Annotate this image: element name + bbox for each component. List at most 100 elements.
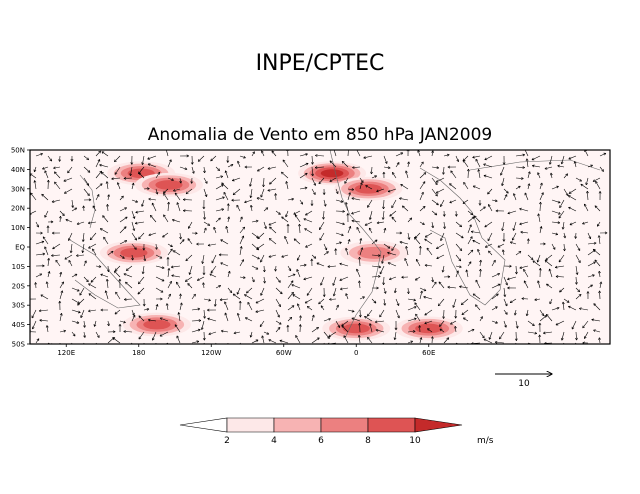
wind-vector — [598, 290, 602, 300]
wind-vector — [292, 294, 301, 300]
colorbar: 2 4 6 8 10 — [179, 417, 463, 446]
wind-vector — [563, 243, 566, 252]
wind-vector — [503, 264, 512, 268]
wind-vector — [392, 172, 397, 179]
wind-vector — [231, 177, 241, 182]
wind-vector — [131, 243, 137, 250]
wind-vector — [239, 216, 243, 223]
wind-vector — [143, 307, 150, 311]
y-tick-label: 50N — [11, 147, 25, 155]
wind-vector — [315, 154, 325, 157]
wind-vector — [293, 238, 301, 245]
wind-vector — [461, 309, 469, 315]
wind-vector — [90, 276, 97, 283]
wind-vector — [599, 231, 608, 235]
wind-vector — [220, 329, 229, 333]
wind-vector — [514, 331, 518, 341]
wind-vector — [167, 248, 173, 256]
wind-vector — [249, 177, 253, 187]
wind-vector — [551, 232, 559, 236]
wind-vector — [125, 281, 133, 289]
wind-vector — [236, 287, 241, 295]
wind-vector — [244, 317, 253, 322]
wind-vector — [472, 185, 481, 190]
wind-vector — [346, 213, 350, 223]
wind-vector — [188, 221, 193, 229]
wind-vector — [455, 221, 462, 228]
wind-vector — [262, 177, 265, 188]
wind-vector — [323, 243, 328, 251]
wind-vector — [269, 177, 277, 185]
wind-vector — [491, 320, 498, 324]
wind-vector — [503, 320, 507, 328]
wind-vector — [539, 242, 546, 246]
wind-vector — [503, 188, 509, 194]
wind-vector — [484, 221, 493, 228]
wind-vector — [501, 177, 505, 186]
wind-vector — [370, 166, 373, 175]
wind-vector — [287, 305, 295, 311]
wind-vector — [275, 327, 281, 333]
wind-vector — [59, 210, 65, 216]
wind-vector — [419, 290, 423, 300]
wind-vector — [183, 198, 193, 202]
wind-vector — [203, 177, 208, 184]
wind-vector — [296, 303, 301, 311]
wind-vector — [399, 197, 409, 201]
wind-vector — [503, 287, 507, 297]
wind-vector — [68, 260, 73, 267]
wind-vector — [211, 254, 217, 264]
wind-vector — [106, 204, 109, 212]
wind-vector — [555, 320, 565, 326]
wind-vector — [455, 265, 462, 269]
wind-vector — [215, 196, 225, 201]
wind-vector — [267, 166, 277, 170]
wind-vector — [368, 210, 373, 220]
wind-vector — [200, 320, 205, 330]
wind-vector — [306, 287, 313, 296]
wind-vector — [491, 283, 501, 289]
wind-vector — [539, 201, 542, 212]
wind-vector — [131, 199, 138, 203]
wind-vector — [170, 265, 181, 269]
wind-vector — [107, 194, 111, 201]
wind-vector — [424, 232, 433, 238]
wind-vector — [323, 199, 327, 207]
wind-vector — [539, 192, 544, 201]
wind-vector — [340, 287, 349, 291]
wind-vector — [335, 232, 344, 237]
wind-vector — [107, 250, 114, 256]
wind-vector — [358, 280, 361, 289]
wind-vector — [497, 243, 505, 248]
wind-vector — [426, 247, 433, 256]
wind-vector — [488, 331, 493, 340]
wind-vector — [475, 304, 481, 311]
wind-vector — [155, 276, 165, 282]
shade-mediterranean-africa-4 — [354, 184, 382, 194]
wind-vector — [275, 276, 281, 283]
wind-vector — [179, 177, 183, 184]
wind-vector — [460, 298, 469, 306]
wind-vector — [515, 251, 522, 256]
y-tick-label: 30S — [12, 302, 26, 310]
wind-vector — [299, 199, 304, 205]
y-axis-ticks: 50N 40N 30N 20N 10N EQ 10S 20S 30S 40S 50S — [11, 147, 30, 349]
wind-vector — [166, 150, 169, 157]
wind-vector — [95, 265, 102, 268]
wind-vector — [213, 298, 217, 307]
wind-vector — [427, 328, 433, 333]
wind-vector — [351, 197, 361, 201]
wind-vector — [575, 276, 578, 285]
wind-vector — [407, 330, 416, 333]
wind-vector — [595, 181, 601, 190]
wind-vector — [311, 337, 320, 344]
wind-vector — [227, 164, 234, 168]
wind-vector — [79, 287, 85, 296]
wind-vector — [155, 243, 158, 250]
colorbar-level-label: 8 — [365, 436, 371, 446]
wind-vector — [298, 223, 301, 234]
map-area — [30, 150, 610, 344]
wind-vector — [71, 309, 81, 314]
wind-vector — [88, 283, 97, 289]
wind-vector — [407, 232, 411, 240]
